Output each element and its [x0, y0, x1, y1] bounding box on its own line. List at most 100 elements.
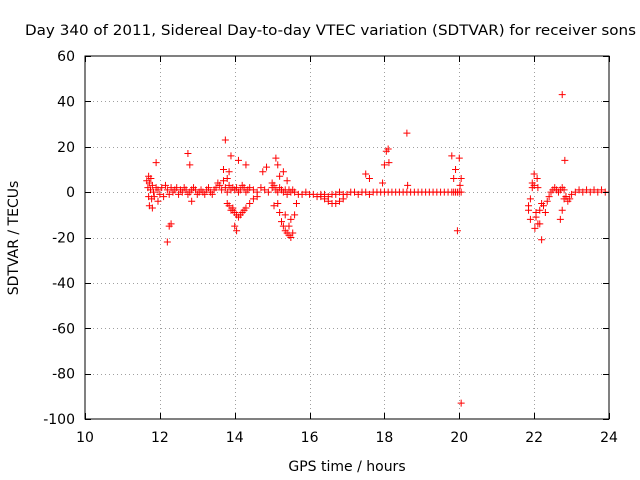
data-point	[291, 188, 299, 196]
x-tick-label: 20	[450, 430, 468, 446]
x-tick-labels: 10 12 14 16 18 20 22 24	[76, 430, 618, 446]
data-point	[541, 209, 549, 217]
data-point	[532, 213, 540, 221]
data-point	[543, 197, 551, 205]
data-point	[457, 175, 465, 183]
x-tick-label: 10	[76, 430, 94, 446]
data-point	[279, 168, 287, 176]
y-tick-label: 0	[66, 185, 75, 201]
x-tick-label: 12	[151, 430, 169, 446]
y-tick-label: 40	[57, 94, 75, 110]
data-point	[148, 204, 156, 212]
data-point	[149, 188, 157, 196]
data-point	[365, 175, 373, 183]
x-tick-label: 16	[301, 430, 319, 446]
data-point	[453, 227, 461, 235]
data-point	[221, 184, 229, 192]
y-axis-label: SDTVAR / TECUs	[6, 181, 22, 296]
data-point	[276, 172, 284, 180]
gridlines	[85, 56, 609, 419]
data-point	[270, 202, 278, 210]
data-point	[448, 152, 456, 160]
y-tick-labels: -100 -80 -60 -40 -20 0 20 40 60	[43, 49, 75, 428]
data-point	[272, 154, 280, 162]
data-point	[298, 190, 306, 198]
y-tick-label: 20	[57, 140, 75, 156]
data-point	[560, 186, 568, 194]
data-point	[558, 206, 566, 214]
data-point	[456, 181, 464, 189]
data-point	[385, 159, 393, 167]
data-point	[579, 188, 587, 196]
data-point	[261, 186, 269, 194]
data-point	[225, 181, 233, 189]
data-point	[283, 190, 291, 198]
data-point	[208, 190, 216, 198]
data-point	[249, 195, 257, 203]
x-axis-label: GPS time / hours	[288, 459, 405, 475]
data-point	[223, 175, 231, 183]
data-point	[276, 209, 284, 217]
data-point	[324, 197, 332, 205]
data-point	[279, 222, 287, 230]
data-point	[354, 190, 362, 198]
data-point	[343, 190, 351, 198]
data-point	[332, 190, 340, 198]
plot-frame	[84, 55, 610, 420]
data-point	[253, 193, 261, 201]
x-tick-label: 22	[525, 430, 543, 446]
data-point	[287, 215, 295, 223]
data-point	[163, 186, 171, 194]
y-tick-label: -20	[52, 231, 75, 247]
data-points	[143, 91, 609, 407]
data-point	[219, 165, 227, 173]
data-point	[233, 184, 241, 192]
data-point	[538, 236, 546, 244]
data-point	[530, 181, 538, 189]
data-point	[231, 222, 239, 230]
data-point	[212, 184, 220, 192]
data-point	[246, 199, 254, 207]
chart-title: Day 340 of 2011, Sidereal Day-to-day VTE…	[25, 23, 636, 39]
data-point	[309, 190, 317, 198]
data-point	[158, 184, 166, 192]
data-point	[287, 234, 295, 241]
data-point	[274, 199, 282, 207]
axis-ticks	[85, 56, 610, 420]
data-point	[216, 181, 224, 189]
data-point	[219, 177, 227, 185]
data-point	[534, 220, 542, 228]
data-point	[156, 190, 164, 198]
data-point	[379, 179, 387, 187]
data-point	[234, 156, 242, 164]
data-point	[154, 186, 162, 194]
data-point	[455, 154, 463, 162]
data-point	[526, 195, 534, 203]
x-tick-label: 18	[376, 430, 394, 446]
data-point	[452, 165, 460, 173]
y-tick-label: -40	[52, 276, 75, 292]
data-point	[148, 181, 156, 189]
data-point	[264, 188, 272, 196]
data-point	[225, 202, 233, 210]
data-point	[147, 175, 155, 183]
x-tick-label: 14	[226, 430, 244, 446]
x-tick-label: 24	[600, 430, 618, 446]
data-point	[538, 199, 546, 207]
data-point	[530, 170, 538, 178]
data-point	[531, 224, 539, 232]
data-point	[536, 206, 544, 214]
data-point	[233, 227, 241, 235]
data-point	[590, 186, 598, 194]
data-point	[242, 161, 250, 169]
data-point	[236, 186, 244, 194]
y-tick-label: 60	[57, 49, 75, 65]
data-point	[278, 218, 285, 226]
data-point	[404, 181, 412, 189]
data-point	[583, 186, 591, 194]
data-point	[526, 215, 534, 223]
data-point	[332, 199, 340, 207]
data-point	[221, 136, 229, 144]
data-point	[249, 186, 257, 194]
